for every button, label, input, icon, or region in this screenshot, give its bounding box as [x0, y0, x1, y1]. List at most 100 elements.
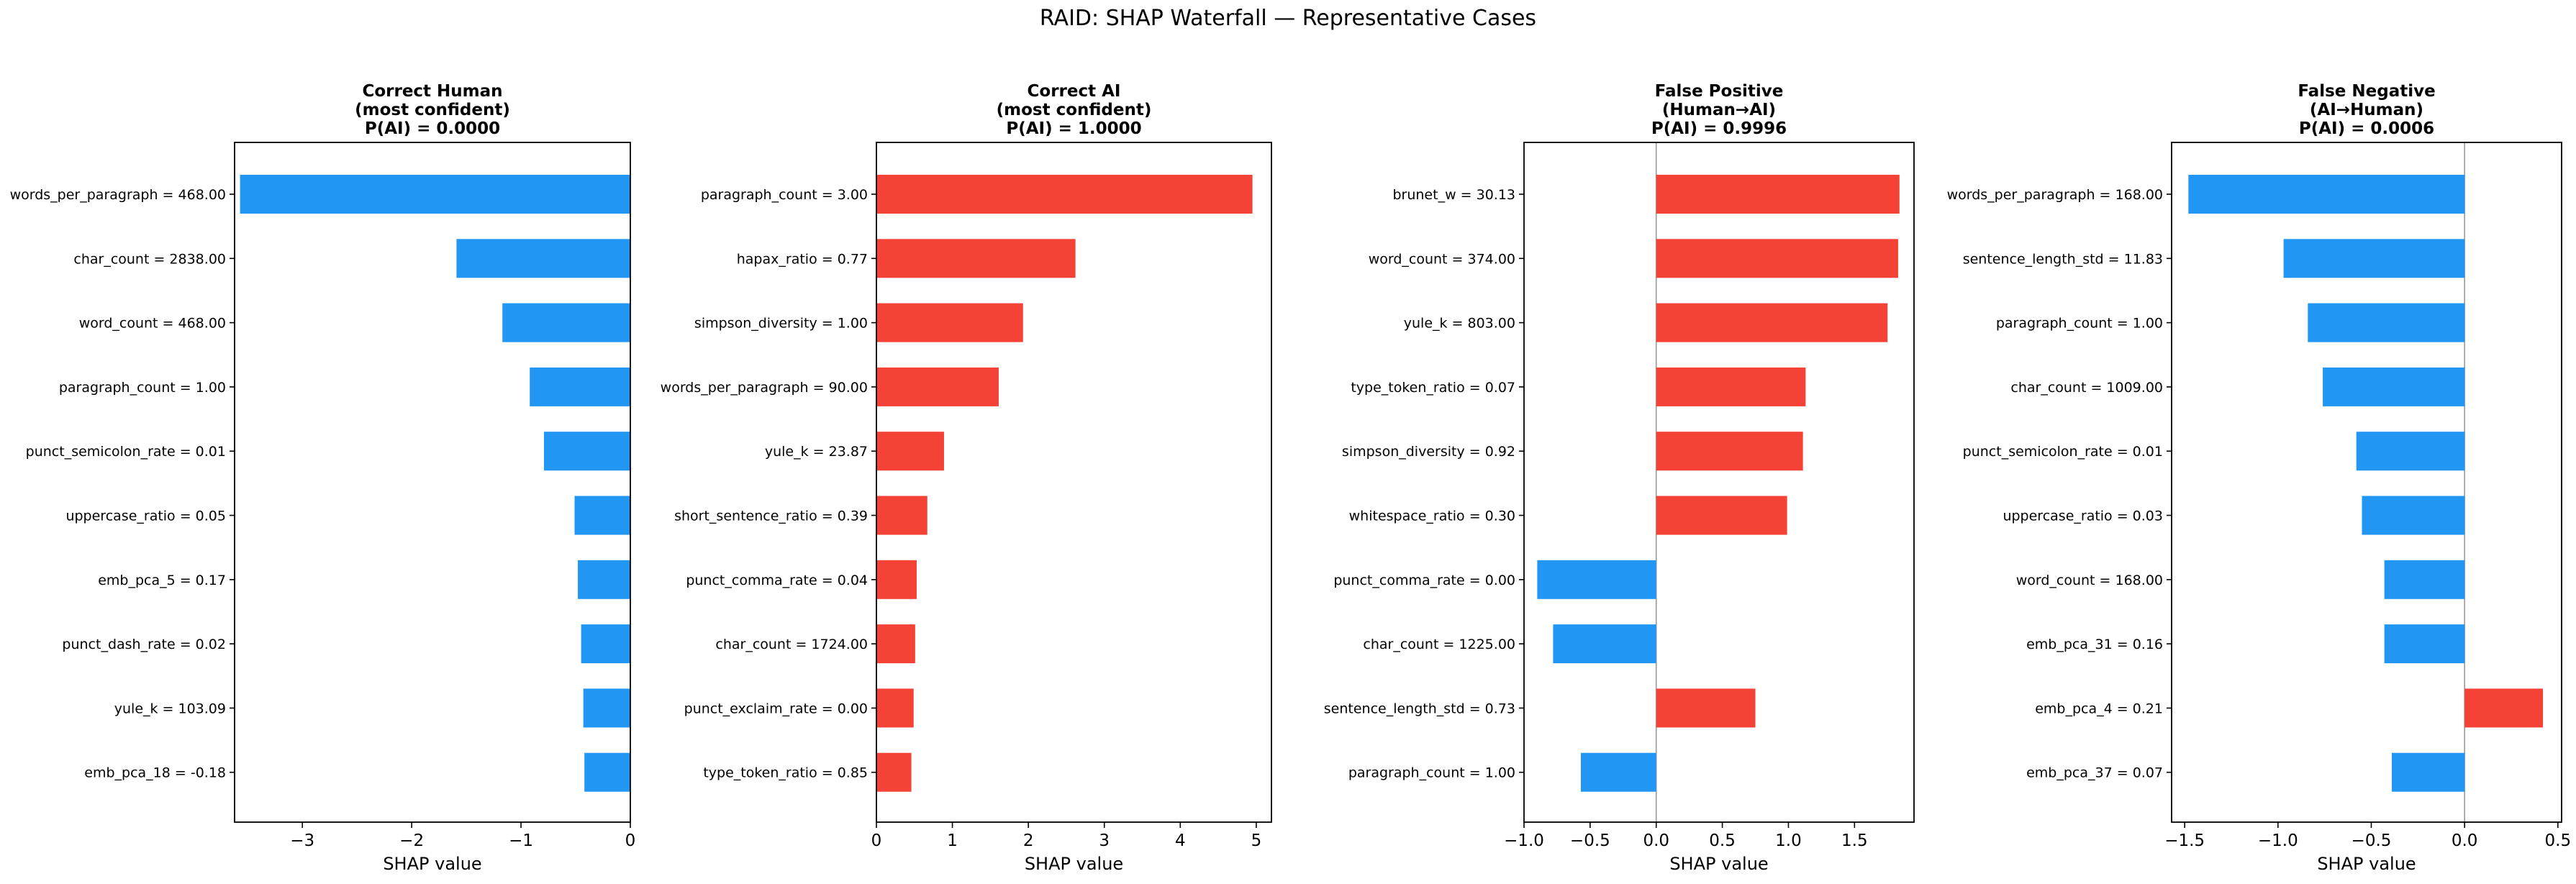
xtick-label-3-3: 0.0: [2452, 831, 2478, 850]
category-label-1-8: punct_exclaim_rate = 0.00: [684, 701, 868, 716]
xtick-label-0-1: −2: [399, 831, 424, 850]
category-label-3-1: sentence_length_std = 11.83: [1963, 251, 2163, 267]
bar-0-0: [240, 175, 630, 214]
category-label-0-2: word_count = 468.00: [79, 316, 226, 332]
category-label-2-7: char_count = 1225.00: [1363, 637, 1515, 652]
subplot-title-line-1-0: Correct AI: [1028, 82, 1121, 101]
subplot-title-line-2-0: False Positive: [1655, 82, 1784, 101]
bar-1-7: [876, 624, 915, 664]
xtick-label-3-0: −1.5: [2164, 831, 2205, 850]
bar-0-6: [578, 560, 630, 599]
category-label-2-4: simpson_diversity = 0.92: [1342, 444, 1515, 460]
bar-2-9: [1581, 752, 1656, 792]
bar-1-3: [876, 367, 999, 406]
category-label-0-3: paragraph_count = 1.00: [59, 380, 226, 396]
plot-frame-2: [1523, 142, 1915, 823]
xtick-label-0-2: −1: [509, 831, 533, 850]
category-label-3-6: word_count = 168.00: [2016, 573, 2163, 588]
bar-0-9: [584, 752, 630, 792]
x-axis-label-2: SHAP value: [1669, 854, 1768, 874]
bar-3-2: [2308, 303, 2465, 342]
bar-1-4: [876, 432, 944, 471]
bar-2-0: [1656, 175, 1900, 214]
bar-2-1: [1656, 239, 1898, 278]
xtick-label-1-2: 2: [1023, 831, 1034, 850]
category-label-1-7: char_count = 1724.00: [715, 637, 868, 652]
bar-1-9: [876, 752, 912, 792]
category-label-3-2: paragraph_count = 1.00: [1996, 316, 2163, 332]
category-label-2-2: yule_k = 803.00: [1404, 316, 1515, 332]
category-label-1-5: short_sentence_ratio = 0.39: [674, 509, 868, 524]
bar-3-0: [2188, 175, 2465, 214]
category-label-0-6: emb_pca_5 = 0.17: [98, 573, 226, 588]
plot-frame-0: [234, 142, 631, 823]
category-label-3-9: emb_pca_37 = 0.07: [2026, 765, 2163, 781]
xtick-label-2-3: 0.5: [1709, 831, 1736, 850]
category-label-1-3: words_per_paragraph = 90.00: [661, 380, 868, 396]
subplot-title-line-0-2: P(AI) = 0.0000: [365, 119, 500, 138]
bar-2-3: [1656, 367, 1806, 406]
category-label-2-0: brunet_w = 30.13: [1392, 187, 1515, 203]
category-label-3-0: words_per_paragraph = 168.00: [1947, 187, 2163, 203]
xtick-label-3-2: −0.5: [2351, 831, 2392, 850]
xtick-label-2-4: 1.0: [1775, 831, 1802, 850]
subplot-title-line-0-0: Correct Human: [362, 82, 502, 101]
category-label-0-5: uppercase_ratio = 0.05: [65, 509, 226, 524]
bar-3-4: [2356, 432, 2465, 471]
bar-2-8: [1656, 688, 1756, 728]
bar-0-4: [543, 432, 630, 471]
bar-1-1: [876, 239, 1076, 278]
xtick-label-2-0: −1.0: [1504, 831, 1544, 850]
bar-3-3: [2323, 367, 2465, 406]
category-label-1-6: punct_comma_rate = 0.04: [686, 573, 868, 588]
category-label-3-8: emb_pca_4 = 0.21: [2035, 701, 2163, 716]
category-label-2-3: type_token_ratio = 0.07: [1351, 380, 1515, 396]
bar-3-5: [2362, 496, 2465, 535]
bar-2-7: [1553, 624, 1656, 664]
plot-frame-3: [2171, 142, 2562, 823]
xtick-label-2-5: 1.5: [1841, 831, 1868, 850]
subplot-title-line-1-2: P(AI) = 1.0000: [1006, 119, 1141, 138]
xtick-label-1-1: 1: [947, 831, 958, 850]
xtick-label-3-1: −1.0: [2258, 831, 2298, 850]
bar-0-7: [581, 624, 630, 664]
xtick-label-0-3: 0: [625, 831, 636, 850]
bar-2-6: [1537, 560, 1656, 599]
bar-1-0: [876, 175, 1253, 214]
xtick-label-1-5: 5: [1251, 831, 1262, 850]
subplot-title-line-3-0: False Negative: [2298, 82, 2435, 101]
bar-3-1: [2283, 239, 2465, 278]
xtick-label-2-1: −0.5: [1570, 831, 1610, 850]
bar-3-8: [2464, 688, 2544, 728]
xtick-label-3-4: 0.5: [2545, 831, 2572, 850]
category-label-2-6: punct_comma_rate = 0.00: [1333, 573, 1515, 588]
xtick-label-1-0: 0: [871, 831, 882, 850]
subplot-title-line-0-1: (most confident): [355, 101, 510, 119]
bar-1-8: [876, 688, 914, 728]
x-axis-label-3: SHAP value: [2317, 854, 2416, 874]
subplot-title-line-1-1: (most confident): [997, 101, 1152, 119]
bar-3-7: [2384, 624, 2465, 664]
xtick-label-1-3: 3: [1099, 831, 1110, 850]
category-label-0-1: char_count = 2838.00: [73, 251, 226, 267]
category-label-1-2: simpson_diversity = 1.00: [694, 316, 868, 332]
category-label-0-9: emb_pca_18 = -0.18: [84, 765, 226, 781]
subplot-title-line-3-1: (AI→Human): [2310, 101, 2423, 119]
bar-1-5: [876, 496, 928, 535]
xtick-label-0-0: −3: [290, 831, 314, 850]
bar-2-4: [1656, 432, 1803, 471]
bar-1-6: [876, 560, 917, 599]
category-label-3-5: uppercase_ratio = 0.03: [2003, 509, 2163, 524]
bar-0-2: [502, 303, 630, 342]
bar-0-5: [574, 496, 630, 535]
bar-1-2: [876, 303, 1023, 342]
bar-0-3: [530, 367, 630, 406]
category-label-1-0: paragraph_count = 3.00: [701, 187, 868, 203]
xtick-label-2-2: 0.0: [1643, 831, 1669, 850]
category-label-3-4: punct_semicolon_rate = 0.01: [1963, 444, 2163, 460]
subplot-title-line-2-1: (Human→AI): [1662, 101, 1776, 119]
category-label-2-1: word_count = 374.00: [1369, 251, 1515, 267]
category-label-2-5: whitespace_ratio = 0.30: [1349, 509, 1515, 524]
